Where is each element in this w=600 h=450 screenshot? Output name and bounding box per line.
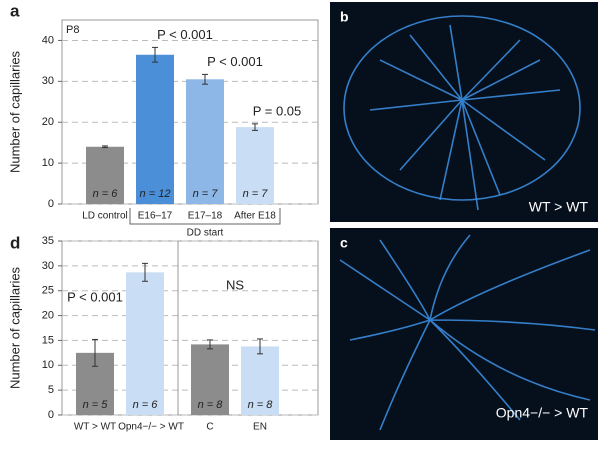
y-tick-label: 15 [42, 334, 54, 346]
annotation: P < 0.001 [67, 289, 123, 304]
bar [186, 79, 224, 204]
p-label: P = 0.05 [253, 103, 302, 118]
n-label: n = 7 [243, 188, 269, 200]
x-tick-label: After E18 [234, 211, 276, 222]
bar [191, 344, 229, 415]
plot-frame [61, 240, 319, 416]
bar [86, 146, 124, 204]
n-label: n = 6 [93, 188, 119, 200]
y-axis-label: Number of capillaries [7, 266, 22, 389]
x-tick-label: EN [253, 422, 267, 433]
y-tick-label: 30 [42, 75, 54, 87]
n-label: n = 5 [83, 399, 109, 411]
annotation: NS [226, 277, 244, 292]
p-label: P < 0.001 [157, 27, 213, 42]
group-label: DD start [187, 228, 224, 239]
y-tick-label: 25 [42, 285, 54, 297]
bar [126, 272, 164, 415]
y-tick-label: 40 [42, 34, 54, 46]
panel-letter: b [340, 9, 349, 25]
group-bracket [129, 208, 281, 225]
n-label: n = 8 [248, 399, 274, 411]
panel-letter: d [10, 233, 20, 252]
y-tick-label: 20 [42, 116, 54, 128]
bar [241, 346, 279, 415]
panel-letter: a [10, 1, 20, 20]
y-tick-label: 0 [48, 409, 54, 421]
y-axis-label: Number of capillaries [7, 50, 22, 173]
x-tick-label: E16–17 [138, 211, 173, 222]
image-c: c Opn4−/− > WT [330, 228, 598, 440]
y-tick-label: 0 [48, 198, 54, 210]
panel-letter: c [340, 235, 348, 251]
bar [236, 127, 274, 204]
y-tick-label: 30 [42, 260, 54, 272]
x-tick-label: WT > WT [74, 422, 116, 433]
y-tick-label: 10 [42, 157, 54, 169]
bar [136, 54, 174, 204]
n-label: n = 12 [140, 188, 171, 200]
y-tick-label: 20 [42, 309, 54, 321]
image-b: b WT > WT [330, 2, 598, 222]
x-tick-label: C [206, 422, 213, 433]
p-label: P < 0.001 [207, 54, 263, 69]
n-label: n = 6 [133, 399, 159, 411]
x-tick-label: E17–18 [188, 211, 223, 222]
y-tick-label: 5 [48, 384, 54, 396]
y-tick-label: 35 [42, 235, 54, 247]
n-label: n = 8 [198, 399, 224, 411]
n-label: n = 7 [193, 188, 219, 200]
y-tick-label: 10 [42, 359, 54, 371]
caption: WT > WT [529, 199, 589, 215]
corner-label: P8 [66, 24, 79, 36]
x-tick-label: LD control [82, 211, 128, 222]
x-tick-label: Opn4−/− > WT [118, 422, 184, 433]
caption: Opn4−/− > WT [496, 405, 589, 421]
